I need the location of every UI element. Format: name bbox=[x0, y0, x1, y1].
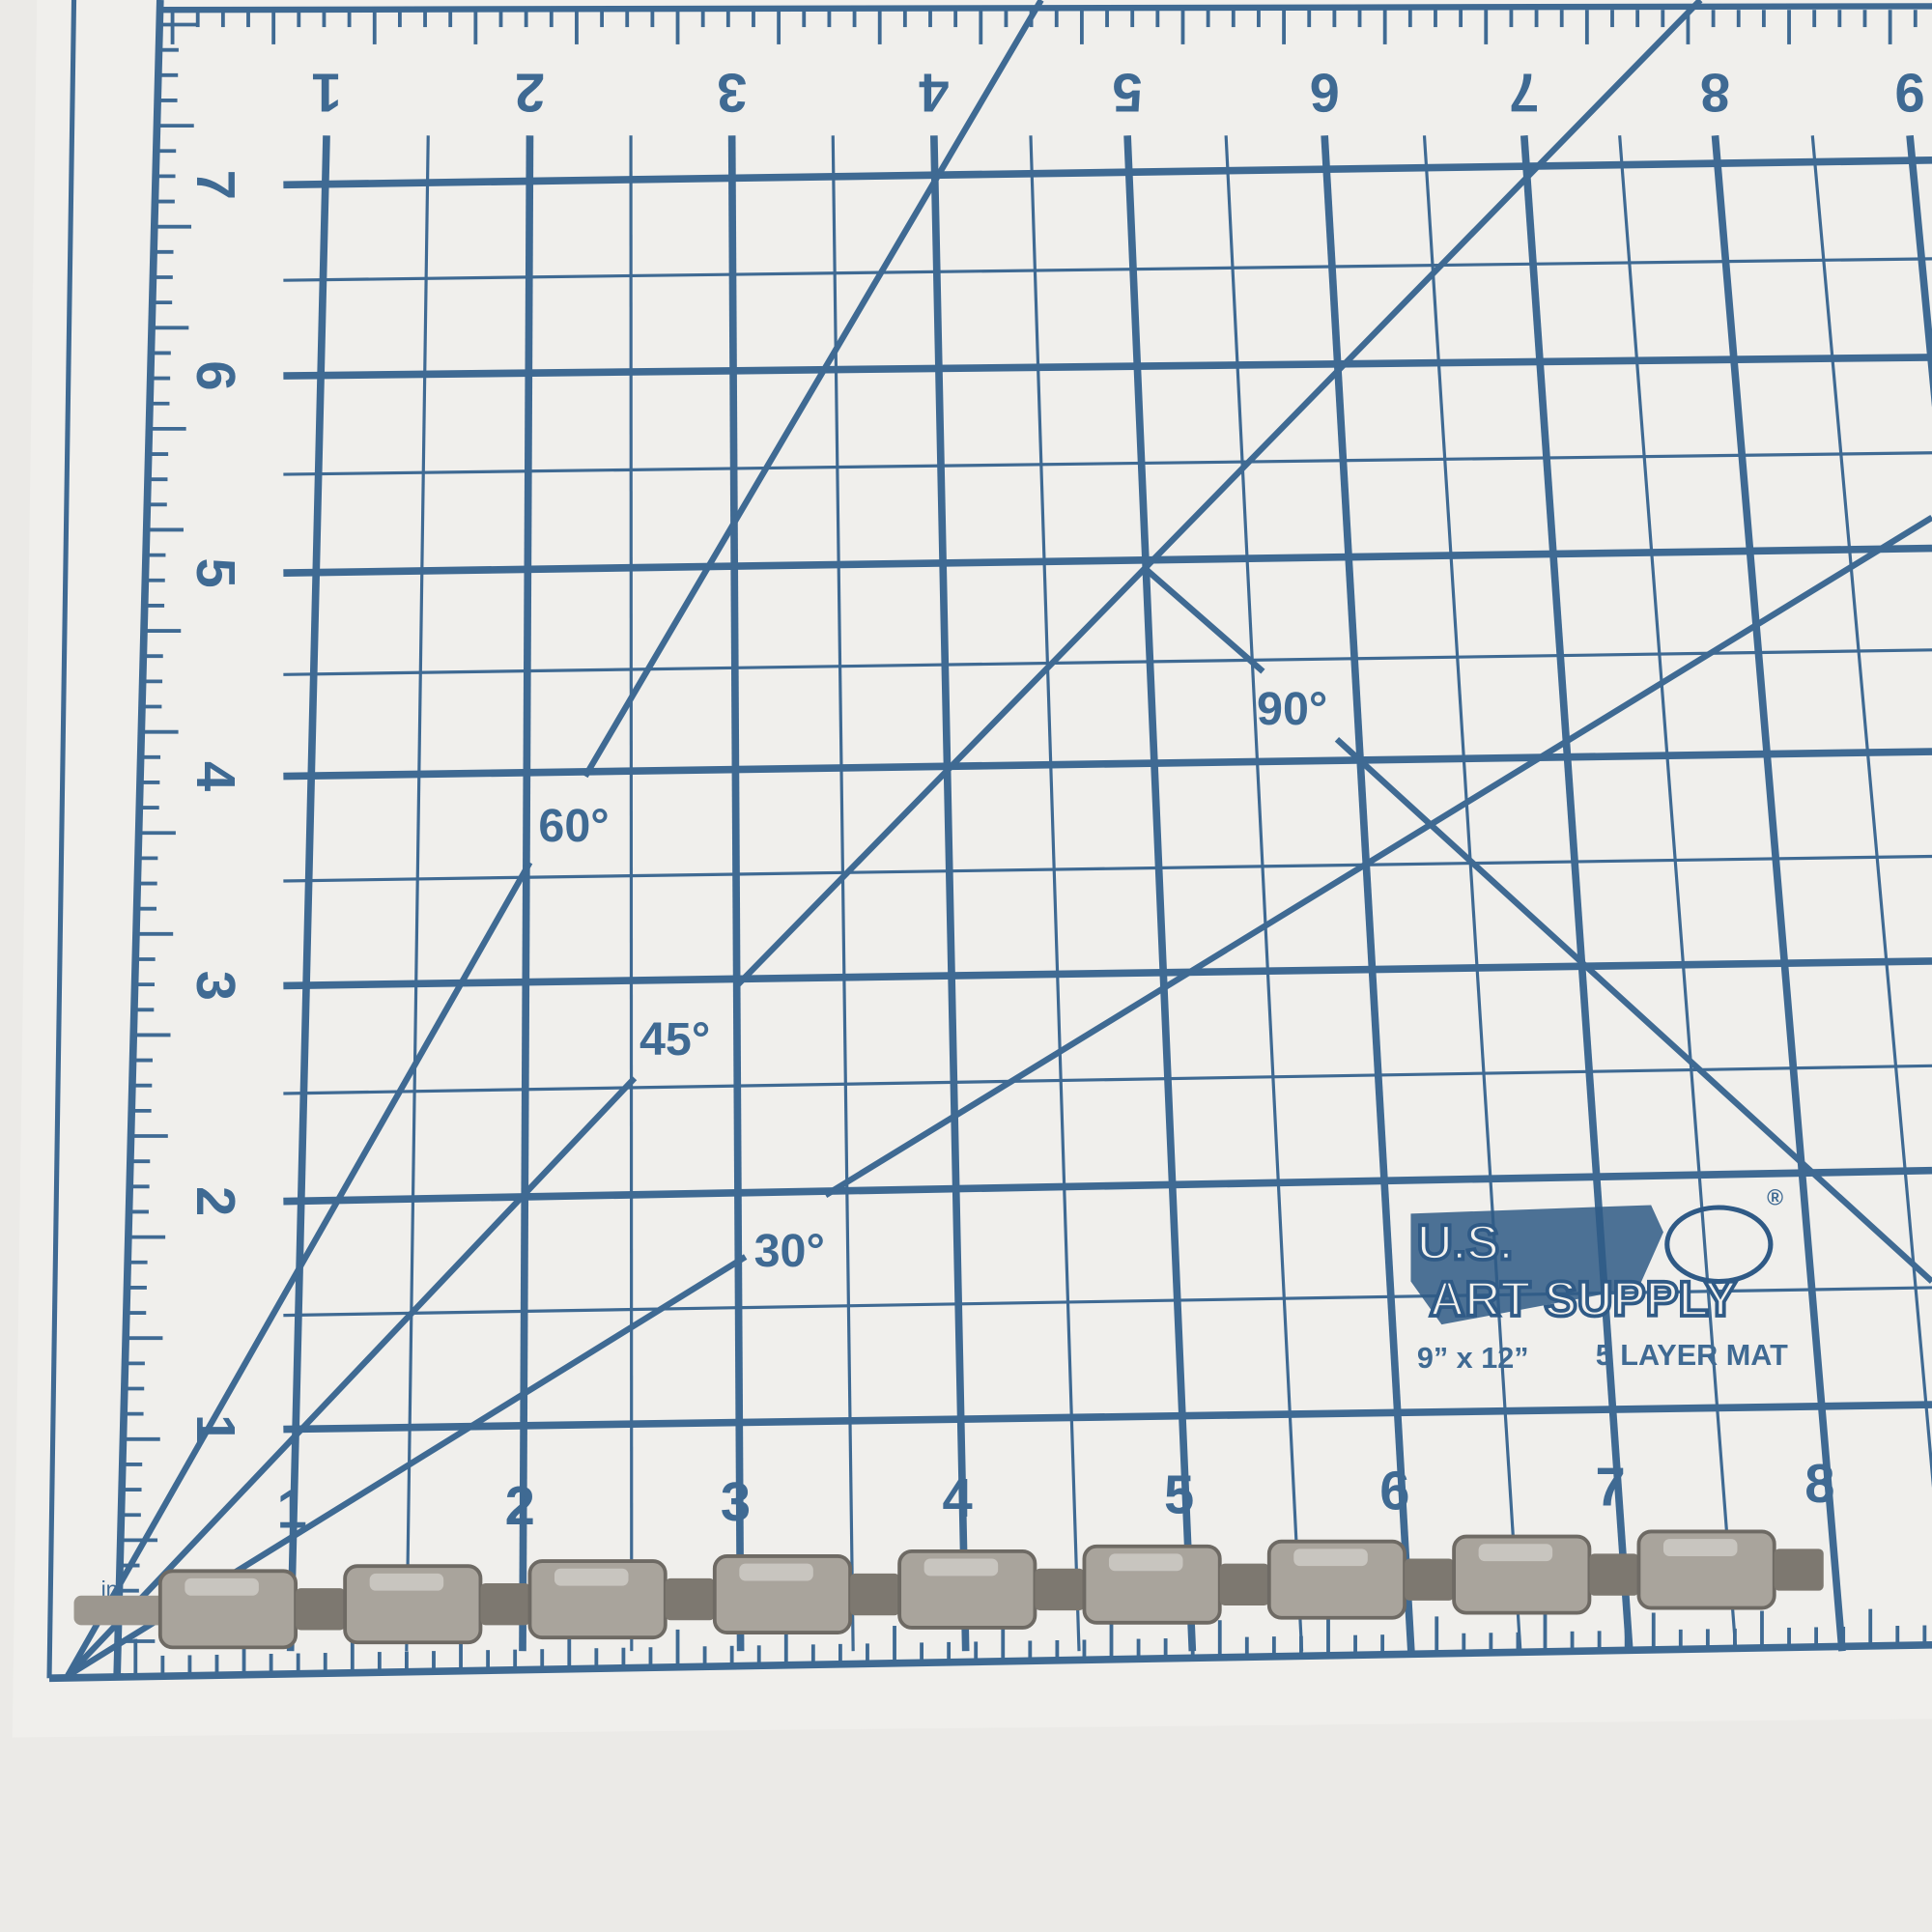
grid-lines bbox=[46, 0, 1932, 1683]
grid-major-horizontal bbox=[283, 957, 1932, 990]
bracelet-connector bbox=[1035, 1568, 1085, 1611]
grid-major-horizontal bbox=[283, 156, 1932, 189]
grid-minor-horizontal bbox=[283, 648, 1932, 676]
left-ruler-number: 6 bbox=[185, 360, 246, 390]
top-ruler-number: 9 bbox=[1894, 63, 1924, 124]
grid-minor-vertical bbox=[629, 135, 634, 1652]
bracelet bbox=[73, 1529, 1824, 1650]
grid-minor-vertical bbox=[1224, 135, 1304, 1652]
grid-major-vertical bbox=[1321, 135, 1415, 1652]
left-ruler-number: 7 bbox=[185, 170, 246, 200]
angle-30-label: 30° bbox=[754, 1225, 825, 1277]
bottom-ruler-number: 5 bbox=[1164, 1463, 1194, 1524]
left-ruler-number: 1 bbox=[185, 1414, 246, 1444]
top-ruler-number: 4 bbox=[919, 63, 949, 124]
grid-minor-vertical bbox=[1029, 135, 1081, 1652]
grid-major-vertical bbox=[930, 135, 970, 1652]
bracelet-highlight bbox=[185, 1577, 259, 1596]
grid-major-vertical bbox=[1123, 135, 1197, 1652]
bracelet-highlight bbox=[923, 1558, 999, 1577]
angle-90-label: 90° bbox=[1257, 683, 1327, 735]
bracelet-clasp bbox=[73, 1595, 173, 1626]
bracelet-highlight bbox=[739, 1563, 813, 1581]
grid-major-vertical bbox=[519, 135, 534, 1652]
bottom-ruler-number: 1 bbox=[277, 1479, 307, 1540]
mat-size-text: 9” x 12” bbox=[1417, 1342, 1529, 1375]
grid-minor-vertical bbox=[1422, 135, 1522, 1652]
grid-major-vertical bbox=[1520, 135, 1634, 1652]
left-ruler-number: 2 bbox=[185, 1186, 246, 1216]
grid-minor-horizontal bbox=[283, 854, 1932, 883]
grid-minor-horizontal bbox=[283, 451, 1932, 476]
grid-minor-horizontal bbox=[283, 257, 1932, 282]
bottom-ruler-numbers: 1 2 3 4 5 6 7 8 bbox=[277, 1453, 1835, 1540]
bottom-edge bbox=[48, 1640, 1932, 1683]
grid-major-horizontal bbox=[283, 544, 1932, 577]
left-ruler-numbers: 7 6 5 4 3 2 1 bbox=[185, 170, 246, 1444]
registered-mark: ® bbox=[1767, 1184, 1783, 1209]
grid-major-vertical bbox=[1711, 134, 1846, 1652]
top-ruler-edge bbox=[159, 3, 1932, 14]
ruler-ticks bbox=[118, 10, 1927, 1674]
top-ruler-number: 6 bbox=[1310, 63, 1340, 124]
bracelet-connector bbox=[665, 1577, 715, 1621]
grid-major-horizontal bbox=[283, 1401, 1932, 1434]
logo-line1: U.S. bbox=[1417, 1215, 1513, 1270]
left-ruler-number: 5 bbox=[185, 558, 246, 588]
mat-layers-text: 5 LAYER MAT bbox=[1596, 1339, 1788, 1372]
top-ruler-number: 2 bbox=[515, 63, 545, 124]
bracelet-highlight bbox=[1662, 1539, 1738, 1556]
top-ruler-number: 7 bbox=[1509, 63, 1539, 124]
grid-major-vertical bbox=[286, 135, 330, 1652]
grid-minor-horizontal bbox=[283, 1286, 1932, 1318]
bracelet-connector bbox=[1219, 1563, 1269, 1605]
top-ruler-number: 1 bbox=[311, 63, 341, 124]
bracelet-connector bbox=[1774, 1548, 1824, 1591]
mat-border bbox=[46, 0, 77, 1679]
top-ruler-number: 8 bbox=[1700, 63, 1730, 124]
bracelet-connector bbox=[296, 1588, 346, 1631]
top-ruler-number: 5 bbox=[1112, 63, 1142, 124]
bracelet-connector bbox=[480, 1583, 530, 1626]
bottom-ruler-number: 6 bbox=[1379, 1461, 1409, 1521]
grid-minor-vertical bbox=[1618, 135, 1738, 1652]
grid-minor-horizontal bbox=[283, 1064, 1932, 1095]
grid-minor-vertical bbox=[831, 135, 855, 1652]
bracelet-connector bbox=[1589, 1553, 1639, 1596]
left-ruler-edge bbox=[113, 0, 164, 1676]
left-ruler-number: 3 bbox=[185, 971, 246, 1001]
grid-minor-vertical bbox=[405, 135, 430, 1652]
bracelet-connector bbox=[850, 1573, 900, 1616]
grid-major-horizontal bbox=[283, 1166, 1932, 1206]
brand-logo: U.S. ART SUPPLY ® bbox=[1410, 1184, 1783, 1328]
top-ruler-numbers: 1 2 3 4 5 6 7 8 9 bbox=[311, 63, 1924, 124]
bracelet-highlight bbox=[554, 1568, 629, 1586]
left-ruler-number: 4 bbox=[185, 761, 246, 791]
unit-label: in bbox=[101, 1577, 119, 1602]
bracelet-highlight bbox=[1108, 1553, 1183, 1572]
angle-45-label: 45° bbox=[639, 1013, 710, 1065]
bracelet-connector bbox=[1405, 1558, 1455, 1601]
top-ruler-number: 3 bbox=[717, 63, 747, 124]
bottom-ruler-number: 2 bbox=[505, 1475, 535, 1536]
grid-major-horizontal bbox=[283, 354, 1932, 380]
grid-major-horizontal bbox=[283, 748, 1932, 781]
bottom-ruler-number: 8 bbox=[1804, 1453, 1834, 1514]
grid-minor-vertical bbox=[1810, 135, 1932, 1489]
bracelet-highlight bbox=[369, 1573, 444, 1591]
bracelet-highlight bbox=[1293, 1548, 1368, 1567]
logo-line2: ART SUPPLY bbox=[1430, 1271, 1737, 1326]
bottom-ruler-number: 7 bbox=[1595, 1457, 1625, 1518]
bracelet-highlight bbox=[1478, 1544, 1553, 1562]
angle-60-label: 60° bbox=[538, 800, 609, 852]
bottom-ruler-number: 4 bbox=[942, 1467, 972, 1528]
bottom-ruler-number: 3 bbox=[721, 1471, 751, 1532]
grid-major-vertical bbox=[727, 135, 745, 1652]
